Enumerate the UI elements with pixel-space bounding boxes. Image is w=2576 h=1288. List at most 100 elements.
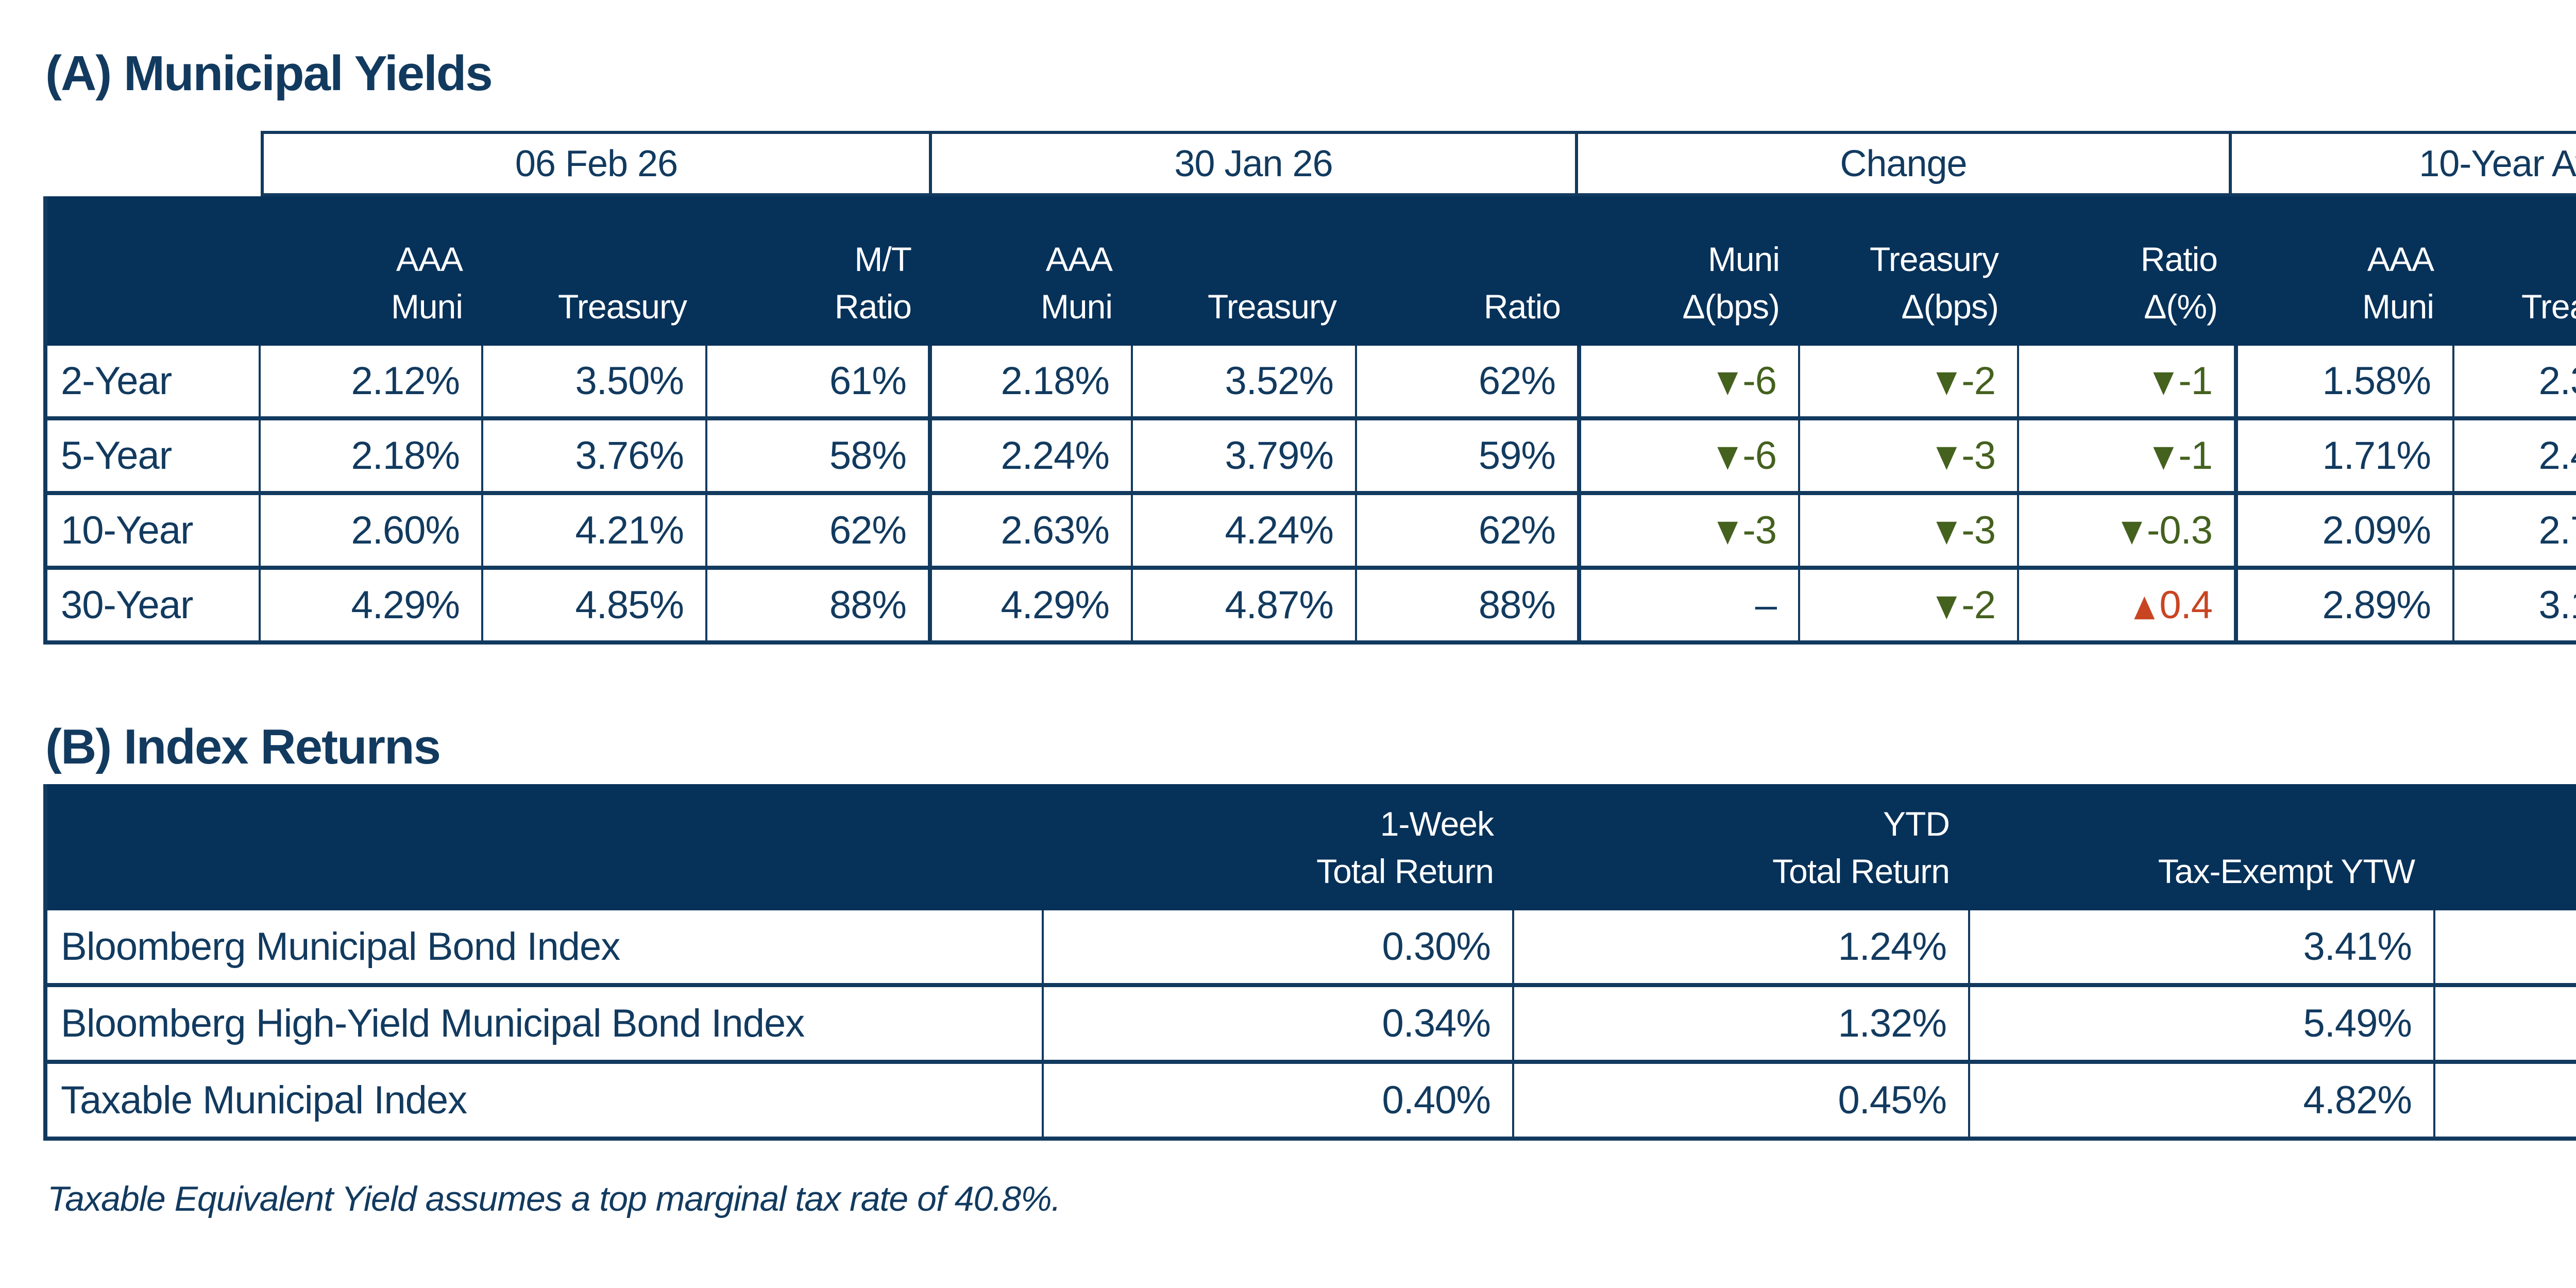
group-header-row: 06 Feb 26 30 Jan 26 Change 10-Year Avera…: [261, 131, 2576, 196]
cell-text: 4.24%: [1225, 509, 1334, 552]
column-header: Treasury: [2454, 196, 2576, 346]
value-cell: 5.49%: [1970, 987, 2435, 1060]
cell-text: 62%: [1478, 509, 1556, 552]
cell-text: 2.09%: [2322, 509, 2431, 552]
table-row: 30-Year 4.29% 4.85% 88% 4.29% 4.87% 88% – ▼ -2 ▲ 0.…: [43, 570, 2576, 645]
cell-text: 2.12%: [351, 359, 460, 403]
down-arrow-icon: ▼: [1717, 363, 1738, 399]
header-spacer: [47, 196, 261, 346]
cell-text: 2.60%: [351, 509, 460, 552]
cell-text: 2.47%: [2538, 434, 2576, 478]
value-cell: 62%: [707, 495, 932, 566]
change-cell: ▼ -6: [1581, 420, 1800, 491]
section-b-title: (B) Index Returns: [45, 719, 441, 774]
down-arrow-icon: ▼: [1936, 587, 1957, 623]
down-arrow-icon: ▼: [2121, 513, 2142, 548]
value-cell: 0.40%: [1044, 1064, 1514, 1137]
index-name-label: Taxable Municipal Index: [47, 1064, 1044, 1137]
column-header-line1: 1-Week: [1380, 805, 1494, 843]
change-cell: ▼ -2: [1800, 346, 2019, 416]
value-cell: 2.34%: [2454, 346, 2576, 416]
value-cell: 62%: [1357, 346, 1581, 416]
column-header: AAA Muni: [261, 196, 483, 346]
column-header: YTD Total Return: [1514, 784, 1970, 910]
index-name-label: Bloomberg Municipal Bond Index: [47, 910, 1044, 983]
column-header-band: AAA Muni Treasury M/T Ratio AAA Muni Treasury Ra…: [43, 196, 2576, 346]
value-cell: 2.09%: [2238, 495, 2454, 566]
column-header-line2: Δ(bps): [1682, 287, 1780, 326]
value-cell: 88%: [1357, 570, 1581, 640]
cell-text: 61%: [829, 359, 907, 403]
column-header: M/T Ratio: [707, 196, 932, 346]
column-header-line2: Δ(bps): [1901, 287, 1999, 326]
value-cell: 4.29%: [932, 570, 1133, 640]
change-cell: ▼ -3: [1581, 495, 1800, 566]
table-row: 10-Year 2.60% 4.21% 62% 2.63% 4.24% 62% ▼ -3 ▼ -3 ▼…: [43, 495, 2576, 570]
column-header-line1: YTD: [1883, 805, 1950, 843]
table-b-rows: Bloomberg Municipal Bond Index 0.30% 1.24%…: [43, 910, 2576, 1141]
value-cell: 3.79%: [1133, 420, 1357, 491]
cell-text: 5.49%: [2303, 1002, 2412, 1045]
table-row: Bloomberg High-Yield Municipal Bond Inde…: [43, 987, 2576, 1064]
column-header-line2: Total Return: [1772, 852, 1950, 890]
down-arrow-icon: ▼: [1717, 513, 1738, 548]
column-header-line2: Ratio: [834, 287, 912, 326]
cell-text: -0.3: [2147, 509, 2213, 552]
cell-text: 58%: [829, 434, 907, 478]
value-cell: 2.60%: [261, 495, 483, 566]
cell-text: 4.87%: [1225, 583, 1334, 627]
column-header-line2: Tax-Exempt YTW: [2158, 852, 2415, 890]
cell-text: 62%: [829, 509, 907, 552]
value-cell: 4.87%: [1133, 570, 1357, 640]
value-cell: 88%: [707, 570, 932, 640]
cell-text: 2.63%: [1001, 509, 1110, 552]
cell-text: 1.58%: [2322, 359, 2431, 403]
value-cell: 4.82%: [1970, 1064, 2435, 1137]
value-cell: 2.18%: [261, 420, 483, 491]
row-label: 5-Year: [47, 420, 261, 491]
column-header: AAA Muni: [932, 196, 1133, 346]
value-cell: 2.72%: [2454, 495, 2576, 566]
change-cell: ▼ -6: [1581, 346, 1800, 416]
value-cell: 0.30%: [1044, 910, 1514, 983]
change-cell: ▼ -1: [2019, 420, 2238, 491]
cell-text: 3.41%: [2303, 925, 2412, 969]
down-arrow-icon: ▼: [1936, 438, 1957, 473]
value-cell: 3.76%: [483, 420, 707, 491]
cell-text: 4.85%: [575, 583, 684, 627]
cell-text: -1: [2178, 434, 2213, 478]
value-cell: 4.82%: [2435, 1064, 2576, 1137]
cell-text: –: [1755, 583, 1777, 627]
row-label: 30-Year: [47, 570, 261, 640]
value-cell: 59%: [1357, 420, 1581, 491]
column-header: Treasury: [483, 196, 707, 346]
group-header-30-jan: 30 Jan 26: [929, 131, 1578, 196]
section-a-title: (A) Municipal Yields: [45, 46, 493, 101]
cell-text: 3.50%: [575, 359, 684, 403]
down-arrow-icon: ▼: [1717, 438, 1738, 473]
value-cell: 61%: [707, 346, 932, 416]
column-header: Muni Δ(bps): [1581, 196, 1800, 346]
cell-text: 2.72%: [2538, 509, 2576, 552]
cell-text: 0.40%: [1382, 1078, 1491, 1122]
cell-text: 0.30%: [1382, 925, 1491, 969]
column-header-line1: AAA: [396, 240, 463, 278]
table-row: Taxable Municipal Index 0.40% 0.45% 4.82% 4.…: [43, 1064, 2576, 1141]
cell-text: 2.34%: [2538, 359, 2576, 403]
table-row: Bloomberg Municipal Bond Index 0.30% 1.24%…: [43, 910, 2576, 987]
value-cell: 1.58%: [2238, 346, 2454, 416]
cell-text: 4.29%: [1001, 583, 1110, 627]
row-label: 2-Year: [47, 346, 261, 416]
down-arrow-icon: ▼: [1936, 513, 1957, 548]
cell-text: 4.29%: [351, 583, 460, 627]
change-cell: ▼ -0.3: [2019, 495, 2238, 566]
change-cell: –: [1581, 570, 1800, 640]
municipal-yields-table: 06 Feb 26 30 Jan 26 Change 10-Year Avera…: [43, 131, 2576, 645]
column-header: Ratio: [1357, 196, 1581, 346]
cell-text: 59%: [1478, 434, 1556, 478]
value-cell: 1.71%: [2238, 420, 2454, 491]
header-spacer: [47, 784, 1044, 910]
value-cell: 58%: [707, 420, 932, 491]
